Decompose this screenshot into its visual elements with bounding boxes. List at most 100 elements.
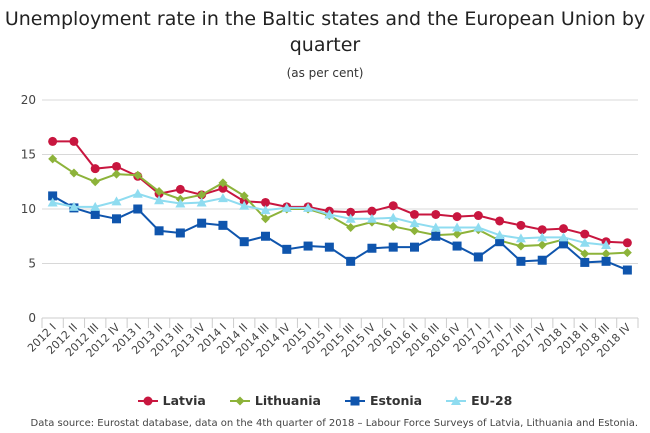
data-point-estonia (388, 242, 398, 252)
data-point-estonia (154, 226, 164, 236)
data-point-latvia (452, 212, 462, 222)
data-point-estonia (367, 243, 377, 253)
data-point-estonia (303, 241, 313, 251)
data-point-latvia (537, 225, 547, 235)
chart-title: Unemployment rate in the Baltic states a… (4, 8, 646, 56)
data-point-latvia (473, 211, 483, 221)
data-point-estonia (324, 242, 334, 252)
data-point-estonia (431, 231, 441, 241)
data-source-note: Data source: Eurostat database, data on … (30, 418, 639, 429)
data-point-estonia (516, 256, 526, 266)
data-point-eu-28 (132, 188, 143, 198)
data-point-lithuania (69, 168, 79, 178)
data-point-lithuania (410, 226, 419, 236)
data-point-latvia (261, 197, 270, 207)
data-point-eu-28 (281, 202, 292, 212)
legend-item-eu-28[interactable]: EU-28 (446, 393, 512, 408)
data-point-lithuania (346, 223, 356, 233)
y-tick-label: 15 (21, 148, 36, 162)
data-point-latvia (580, 229, 590, 239)
data-point-lithuania (48, 154, 58, 164)
data-point-estonia (133, 204, 143, 214)
data-point-latvia (388, 201, 398, 211)
series-line-latvia (52, 140, 628, 244)
data-point-eu-28 (409, 218, 420, 228)
data-point-estonia (239, 237, 249, 247)
data-point-lithuania (622, 248, 632, 258)
series-line-estonia (52, 195, 628, 271)
legend-item-lithuania[interactable]: Lithuania (229, 393, 321, 408)
data-point-lithuania (154, 187, 164, 197)
data-point-lithuania (452, 229, 462, 239)
data-point-lithuania (90, 177, 100, 187)
series-line-lithuania (52, 158, 628, 255)
data-point-latvia (559, 224, 568, 234)
data-point-lithuania (197, 190, 207, 200)
y-tick-label: 5 (28, 257, 36, 271)
legend-symbol-icon (344, 396, 365, 405)
data-point-eu-28 (515, 233, 526, 243)
data-point-latvia (48, 136, 58, 146)
data-point-eu-28 (175, 198, 186, 208)
data-point-lithuania (516, 241, 526, 251)
data-point-estonia (346, 256, 356, 266)
legend-label: Estonia (369, 393, 423, 408)
data-point-eu-28 (90, 201, 101, 211)
data-point-eu-28 (47, 197, 58, 207)
y-tick-label: 0 (28, 311, 36, 325)
legend: Latvia Lithuania Estonia EU-28 (0, 393, 650, 408)
data-point-eu-28 (324, 209, 335, 219)
data-point-latvia (495, 216, 505, 226)
data-point-eu-28 (494, 230, 505, 240)
data-point-estonia (197, 218, 207, 228)
chart-subtitle: (as per cent) (286, 66, 364, 80)
data-point-eu-28 (111, 196, 122, 206)
data-point-eu-28 (260, 205, 271, 215)
data-point-eu-28 (303, 202, 314, 212)
data-point-eu-28 (68, 201, 79, 211)
data-point-estonia (622, 265, 632, 275)
data-point-latvia (69, 136, 79, 146)
data-point-estonia (473, 252, 483, 262)
data-point-lithuania (112, 169, 121, 179)
data-point-eu-28 (452, 222, 463, 232)
data-point-lithuania (218, 178, 228, 188)
data-point-eu-28 (601, 239, 612, 249)
y-tick-label: 10 (21, 202, 36, 216)
data-point-eu-28 (217, 193, 228, 203)
data-point-eu-28 (154, 195, 165, 205)
data-point-lithuania (133, 170, 143, 180)
legend-item-latvia[interactable]: Latvia (137, 393, 206, 408)
legend-label: Latvia (162, 393, 206, 408)
legend-label: Lithuania (254, 393, 321, 408)
data-point-estonia (112, 214, 121, 224)
data-point-latvia (410, 209, 419, 219)
data-point-lithuania (388, 221, 398, 231)
data-point-eu-28 (239, 200, 250, 210)
legend-symbol-icon (229, 396, 250, 405)
data-point-lithuania (261, 214, 270, 224)
data-point-eu-28 (196, 197, 207, 207)
data-point-lithuania (537, 240, 547, 250)
data-point-lithuania (601, 249, 611, 259)
data-point-estonia (580, 257, 590, 267)
data-point-eu-28 (345, 213, 356, 223)
legend-item-estonia[interactable]: Estonia (344, 393, 423, 408)
data-point-estonia (537, 255, 547, 265)
data-point-latvia (218, 183, 228, 193)
data-point-latvia (516, 220, 526, 230)
data-point-latvia (175, 184, 185, 194)
data-point-estonia (218, 220, 228, 230)
data-point-estonia (261, 231, 270, 241)
data-point-estonia (175, 228, 185, 238)
data-point-eu-28 (366, 213, 377, 223)
data-point-estonia (601, 256, 611, 266)
data-point-latvia (431, 209, 441, 219)
data-point-latvia (112, 161, 121, 171)
data-point-estonia (282, 244, 292, 254)
legend-symbol-icon (137, 396, 158, 405)
data-point-estonia (410, 242, 419, 252)
data-point-lithuania (580, 249, 590, 259)
data-point-eu-28 (388, 212, 399, 222)
y-tick-label: 20 (21, 93, 36, 107)
